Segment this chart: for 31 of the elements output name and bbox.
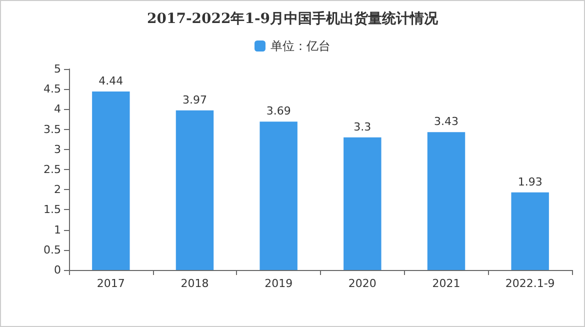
y-tick-label: 5 [54,62,61,76]
data-label: 3.97 [182,93,207,106]
y-tick-label: 2.5 [44,163,61,176]
y-tick-label: 1.5 [44,203,61,216]
y-tick-label: 2 [54,183,61,196]
y-tick-label: 3 [54,142,61,156]
chart-title: 2017-2022年1-9月中国手机出货量统计情况 [146,10,440,27]
y-tick-label: 3.5 [44,122,61,136]
y-tick-label: 4 [54,102,61,116]
data-label: 3.43 [434,115,458,128]
x-tick-label: 2022.1-9 [505,277,555,290]
x-tick-label: 2017 [96,277,125,290]
bar [427,132,466,270]
legend-label: 单位：亿台 [270,39,330,53]
x-tick-label: 2019 [264,277,293,290]
data-label: 3.3 [354,120,372,134]
y-tick-label: 0.5 [44,243,61,256]
bar [511,192,549,270]
data-label: 3.69 [266,104,291,118]
x-tick-label: 2020 [348,277,376,290]
bar [260,122,298,270]
x-tick-label: 2018 [180,277,209,290]
x-tick-label: 2021 [432,277,460,290]
bar [92,92,130,270]
data-label: 1.93 [518,175,542,188]
data-label: 4.44 [98,74,124,88]
y-tick-label: 1 [54,223,61,236]
bar [176,110,214,270]
y-tick-label: 4.5 [44,82,61,96]
bar [344,137,382,270]
y-tick-label: 0 [54,264,61,276]
